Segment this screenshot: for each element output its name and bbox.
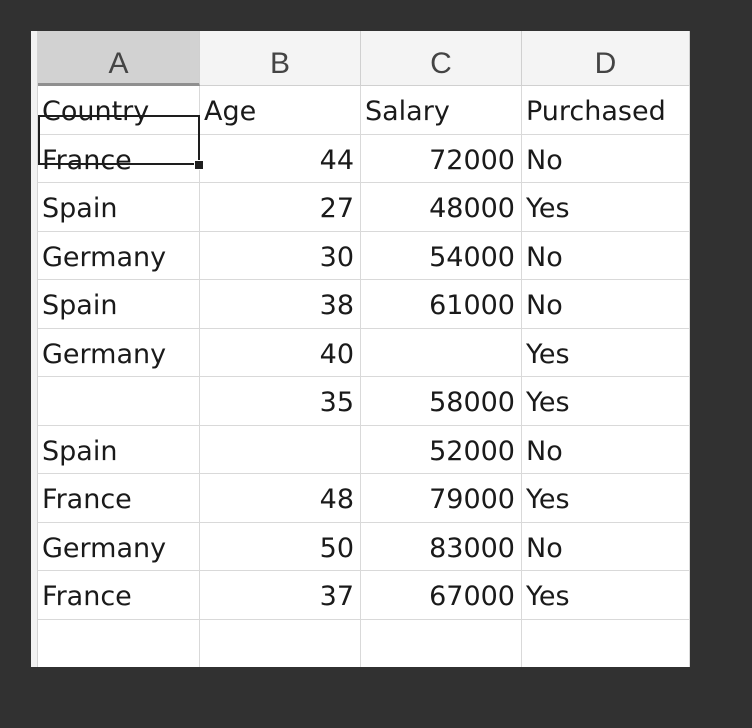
cell-a6[interactable]: Germany — [38, 328, 200, 376]
cell-b1[interactable]: Age — [200, 86, 361, 134]
row-header-strip — [31, 31, 38, 667]
cell-a12[interactable] — [38, 619, 200, 667]
fill-handle[interactable] — [194, 160, 204, 170]
table-row: Spain 38 61000 No — [38, 280, 690, 329]
column-header-c[interactable]: C — [361, 31, 522, 86]
cell-a1[interactable]: Country — [38, 86, 200, 134]
cell-a10[interactable]: Germany — [38, 522, 200, 570]
table-row: France 44 72000 No — [38, 134, 690, 183]
spreadsheet: A B C D Country Age Salary Purchased Fra… — [31, 31, 690, 667]
cell-a2[interactable]: France — [38, 134, 200, 182]
cell-a8[interactable]: Spain — [38, 425, 200, 473]
cell-d2[interactable]: No — [522, 134, 690, 182]
table-row: France 37 67000 Yes — [38, 571, 690, 620]
cell-b8[interactable] — [200, 425, 361, 473]
cell-b7[interactable]: 35 — [200, 377, 361, 425]
cell-c11[interactable]: 67000 — [361, 571, 522, 619]
cell-b9[interactable]: 48 — [200, 474, 361, 522]
table-row: Country Age Salary Purchased — [38, 86, 690, 135]
cell-c12[interactable] — [361, 619, 522, 667]
cell-d3[interactable]: Yes — [522, 183, 690, 231]
cell-a7[interactable] — [38, 377, 200, 425]
cell-d5[interactable]: No — [522, 280, 690, 328]
cell-d7[interactable]: Yes — [522, 377, 690, 425]
cell-d12[interactable] — [522, 619, 690, 667]
cell-grid: Country Age Salary Purchased France 44 7… — [38, 86, 690, 667]
cell-d8[interactable]: No — [522, 425, 690, 473]
column-header-a[interactable]: A — [38, 31, 200, 86]
cell-b2[interactable]: 44 — [200, 134, 361, 182]
table-row: Spain 27 48000 Yes — [38, 183, 690, 232]
cell-d11[interactable]: Yes — [522, 571, 690, 619]
cell-a9[interactable]: France — [38, 474, 200, 522]
column-header-d[interactable]: D — [522, 31, 690, 86]
cell-c3[interactable]: 48000 — [361, 183, 522, 231]
cell-a5[interactable]: Spain — [38, 280, 200, 328]
cell-c2[interactable]: 72000 — [361, 134, 522, 182]
cell-b3[interactable]: 27 — [200, 183, 361, 231]
column-header-b[interactable]: B — [200, 31, 361, 86]
table-row: 35 58000 Yes — [38, 377, 690, 426]
cell-c9[interactable]: 79000 — [361, 474, 522, 522]
table-row: Spain 52000 No — [38, 425, 690, 474]
table-row: Germany 50 83000 No — [38, 522, 690, 571]
cell-d10[interactable]: No — [522, 522, 690, 570]
cell-b12[interactable] — [200, 619, 361, 667]
cell-c6[interactable] — [361, 328, 522, 376]
table-row: Germany 40 Yes — [38, 328, 690, 377]
cell-a4[interactable]: Germany — [38, 231, 200, 279]
cell-d1[interactable]: Purchased — [522, 86, 690, 134]
cell-c4[interactable]: 54000 — [361, 231, 522, 279]
table-row — [38, 619, 690, 667]
cell-b4[interactable]: 30 — [200, 231, 361, 279]
cell-b5[interactable]: 38 — [200, 280, 361, 328]
cell-c7[interactable]: 58000 — [361, 377, 522, 425]
cell-b6[interactable]: 40 — [200, 328, 361, 376]
cell-d9[interactable]: Yes — [522, 474, 690, 522]
cell-c1[interactable]: Salary — [361, 86, 522, 134]
cell-c5[interactable]: 61000 — [361, 280, 522, 328]
cell-c8[interactable]: 52000 — [361, 425, 522, 473]
cell-b10[interactable]: 50 — [200, 522, 361, 570]
column-header-row: A B C D — [38, 31, 690, 86]
cell-d4[interactable]: No — [522, 231, 690, 279]
table-row: Germany 30 54000 No — [38, 231, 690, 280]
cell-c10[interactable]: 83000 — [361, 522, 522, 570]
cell-d6[interactable]: Yes — [522, 328, 690, 376]
table-row: France 48 79000 Yes — [38, 474, 690, 523]
cell-a11[interactable]: France — [38, 571, 200, 619]
cell-b11[interactable]: 37 — [200, 571, 361, 619]
cell-a3[interactable]: Spain — [38, 183, 200, 231]
